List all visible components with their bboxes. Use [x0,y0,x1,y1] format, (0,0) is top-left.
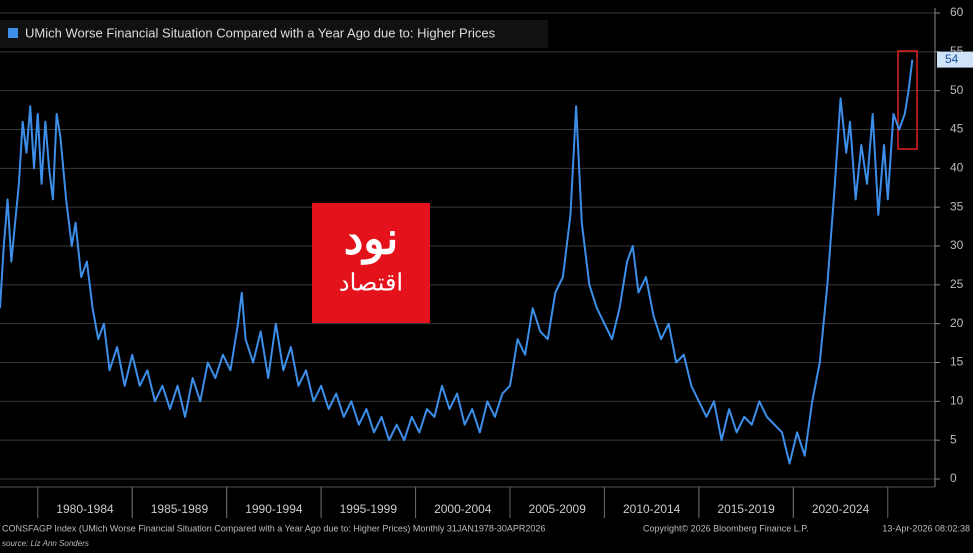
watermark-text: اقتصاد [339,269,403,296]
x-tick-label: 2020-2024 [812,502,870,516]
x-tick-label: 2005-2009 [529,502,587,516]
legend-label: UMich Worse Financial Situation Compared… [25,25,496,40]
y-tick-label: 25 [950,277,964,291]
line [0,59,914,465]
y-tick-label: 0 [950,471,957,485]
legend-swatch [8,28,18,38]
watermark-text: نود [344,215,399,266]
x-tick-label: 1995-1999 [340,502,398,516]
x-tick-label: 1990-1994 [245,502,303,516]
legend-box [0,20,548,48]
x-tick-label: 1980-1984 [56,502,114,516]
y-tick-label: 60 [950,5,964,19]
y-tick-label: 45 [950,122,964,136]
x-tick-label: 2010-2014 [623,502,681,516]
footer: CONSFAGP Index (UMich Worse Financial Si… [2,523,545,533]
y-tick-label: 5 [950,432,957,446]
x-tick-label: 2015-2019 [717,502,775,516]
last-value-label: 54 [945,52,959,66]
x-tick-label: 2000-2004 [434,502,492,516]
y-tick-label: 40 [950,161,964,175]
timestamp: 13-Apr-2026 08:02:38 [882,523,970,533]
copyright: Copyright© 2026 Bloomberg Finance L.P. [643,523,809,533]
x-tick-label: 1985-1989 [151,502,209,516]
watermark-box [312,203,430,323]
y-tick-label: 10 [950,394,964,408]
y-tick-label: 30 [950,238,964,252]
y-tick-label: 15 [950,355,964,369]
highlight-box [897,50,918,150]
last-value-box [937,51,973,68]
y-tick-label: 20 [950,316,964,330]
source: source: Liz Ann Sonders [2,539,89,548]
y-tick-label: 50 [950,83,964,97]
y-tick-label: 35 [950,199,964,213]
